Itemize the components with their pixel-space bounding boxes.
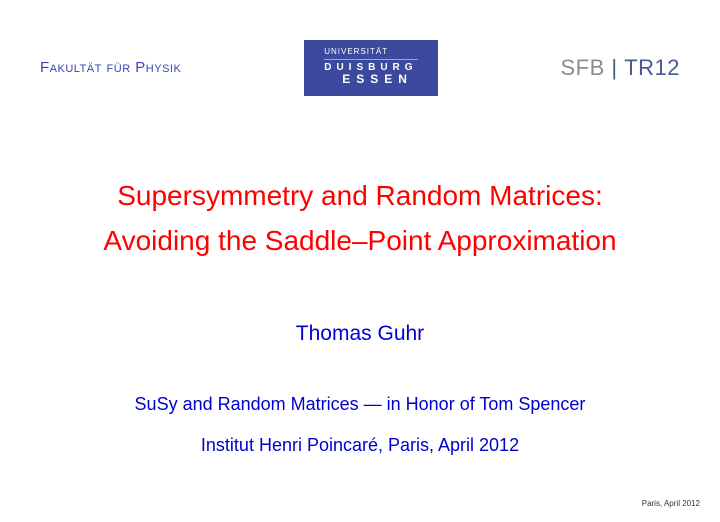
sfb-separator: | xyxy=(605,55,624,80)
sfb-tr: TR12 xyxy=(624,55,680,80)
uni-logo-bot: ESSEN xyxy=(324,73,417,86)
footer-text: Paris, April 2012 xyxy=(642,499,700,508)
faculty-label: Fakultät für Physik xyxy=(40,59,181,76)
sfb-logo: SFB | TR12 xyxy=(560,55,680,81)
uni-logo-top: UNIVERSITÄT xyxy=(324,48,417,60)
university-logo: UNIVERSITÄT DUISBURG ESSEN xyxy=(304,40,437,96)
event-name: SuSy and Random Matrices — in Honor of T… xyxy=(0,394,720,415)
slide-title: Supersymmetry and Random Matrices: Avoid… xyxy=(0,174,720,264)
header: Fakultät für Physik UNIVERSITÄT DUISBURG… xyxy=(0,0,720,96)
title-line-2: Avoiding the Saddle–Point Approximation xyxy=(0,219,720,264)
title-line-1: Supersymmetry and Random Matrices: xyxy=(0,174,720,219)
venue-info: Institut Henri Poincaré, Paris, April 20… xyxy=(0,435,720,456)
author-name: Thomas Guhr xyxy=(0,322,720,346)
sfb-text: SFB xyxy=(560,55,604,80)
